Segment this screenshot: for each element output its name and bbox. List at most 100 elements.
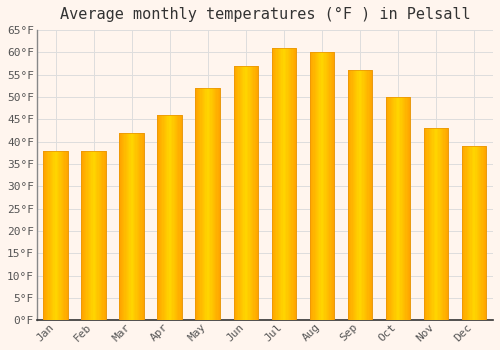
Bar: [310, 52, 334, 320]
Bar: [196, 88, 220, 320]
Bar: [438, 128, 440, 320]
Bar: [312, 52, 314, 320]
Bar: [204, 88, 206, 320]
Bar: [86, 150, 88, 320]
Bar: [60, 150, 62, 320]
Bar: [482, 146, 484, 320]
Bar: [358, 70, 359, 320]
Bar: [51, 150, 52, 320]
Bar: [348, 70, 372, 320]
Bar: [47, 150, 48, 320]
Bar: [244, 66, 246, 320]
Bar: [160, 115, 161, 320]
Bar: [310, 52, 311, 320]
Bar: [236, 66, 238, 320]
Bar: [95, 150, 96, 320]
Bar: [252, 66, 254, 320]
Bar: [290, 48, 292, 320]
Bar: [472, 146, 473, 320]
Bar: [212, 88, 213, 320]
Bar: [202, 88, 203, 320]
Bar: [52, 150, 54, 320]
Bar: [361, 70, 362, 320]
Bar: [44, 150, 46, 320]
Bar: [435, 128, 436, 320]
Bar: [278, 48, 279, 320]
Bar: [446, 128, 447, 320]
Bar: [480, 146, 482, 320]
Bar: [485, 146, 486, 320]
Bar: [134, 133, 136, 320]
Bar: [332, 52, 333, 320]
Bar: [84, 150, 85, 320]
Bar: [136, 133, 138, 320]
Bar: [82, 150, 106, 320]
Bar: [462, 146, 486, 320]
Bar: [394, 97, 396, 320]
Bar: [399, 97, 400, 320]
Bar: [484, 146, 485, 320]
Bar: [171, 115, 172, 320]
Bar: [181, 115, 182, 320]
Bar: [138, 133, 139, 320]
Bar: [396, 97, 397, 320]
Bar: [424, 128, 448, 320]
Bar: [322, 52, 323, 320]
Bar: [348, 70, 349, 320]
Bar: [256, 66, 257, 320]
Bar: [242, 66, 244, 320]
Bar: [320, 52, 322, 320]
Bar: [358, 70, 360, 320]
Bar: [388, 97, 390, 320]
Bar: [143, 133, 144, 320]
Bar: [120, 133, 122, 320]
Bar: [273, 48, 274, 320]
Bar: [276, 48, 278, 320]
Bar: [257, 66, 258, 320]
Bar: [279, 48, 280, 320]
Bar: [248, 66, 250, 320]
Bar: [208, 88, 209, 320]
Bar: [64, 150, 66, 320]
Bar: [440, 128, 441, 320]
Bar: [425, 128, 426, 320]
Bar: [164, 115, 165, 320]
Bar: [428, 128, 430, 320]
Bar: [105, 150, 106, 320]
Bar: [282, 48, 284, 320]
Bar: [63, 150, 64, 320]
Bar: [133, 133, 134, 320]
Bar: [350, 70, 352, 320]
Bar: [284, 48, 285, 320]
Bar: [213, 88, 214, 320]
Bar: [469, 146, 470, 320]
Bar: [318, 52, 320, 320]
Bar: [328, 52, 330, 320]
Bar: [479, 146, 480, 320]
Bar: [352, 70, 354, 320]
Bar: [50, 150, 51, 320]
Bar: [424, 128, 448, 320]
Bar: [436, 128, 438, 320]
Bar: [254, 66, 256, 320]
Bar: [314, 52, 316, 320]
Bar: [295, 48, 296, 320]
Bar: [140, 133, 141, 320]
Bar: [98, 150, 100, 320]
Bar: [101, 150, 102, 320]
Bar: [161, 115, 162, 320]
Bar: [247, 66, 248, 320]
Bar: [174, 115, 175, 320]
Bar: [206, 88, 208, 320]
Bar: [463, 146, 464, 320]
Bar: [289, 48, 290, 320]
Bar: [330, 52, 332, 320]
Bar: [473, 146, 474, 320]
Bar: [48, 150, 50, 320]
Bar: [349, 70, 350, 320]
Bar: [216, 88, 218, 320]
Bar: [386, 97, 410, 320]
Bar: [122, 133, 123, 320]
Bar: [288, 48, 289, 320]
Bar: [136, 133, 137, 320]
